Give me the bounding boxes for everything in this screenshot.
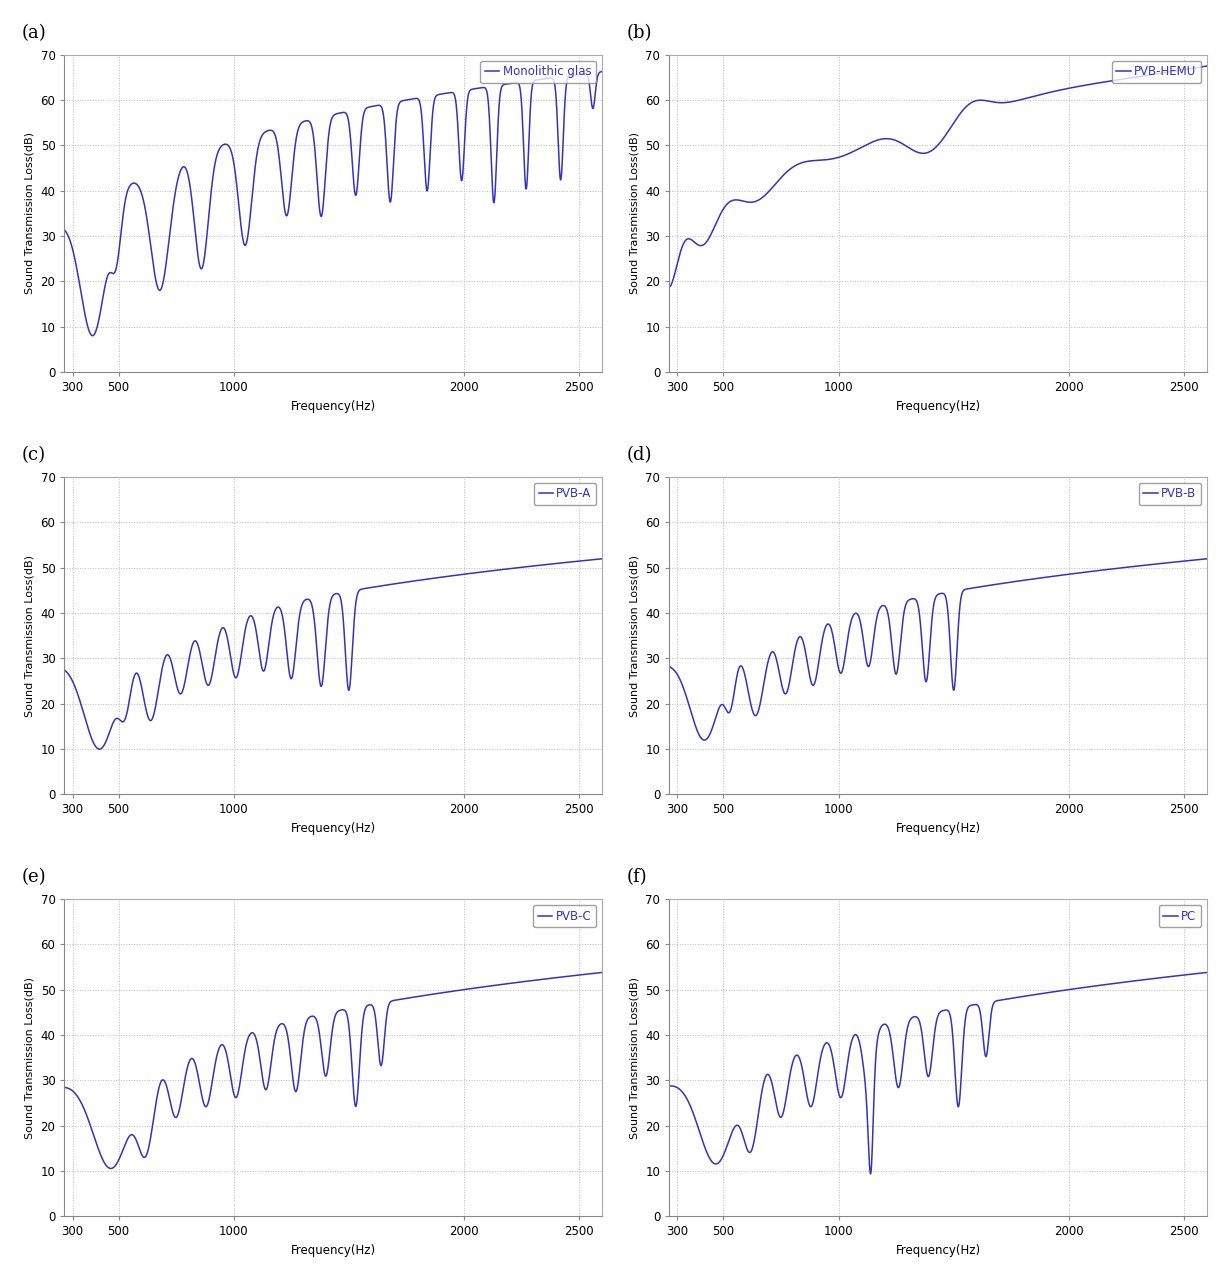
Legend: PVB-HEMU: PVB-HEMU bbox=[1111, 60, 1201, 83]
Text: (f): (f) bbox=[626, 868, 647, 886]
X-axis label: Frequency(Hz): Frequency(Hz) bbox=[896, 1244, 981, 1256]
Legend: PVB-C: PVB-C bbox=[533, 905, 596, 927]
Legend: Monolithic glas: Monolithic glas bbox=[480, 60, 596, 83]
Text: (d): (d) bbox=[626, 446, 652, 464]
X-axis label: Frequency(Hz): Frequency(Hz) bbox=[291, 400, 376, 413]
Legend: PVB-B: PVB-B bbox=[1138, 483, 1201, 505]
X-axis label: Frequency(Hz): Frequency(Hz) bbox=[291, 822, 376, 835]
Legend: PVB-A: PVB-A bbox=[533, 483, 596, 505]
X-axis label: Frequency(Hz): Frequency(Hz) bbox=[896, 400, 981, 413]
X-axis label: Frequency(Hz): Frequency(Hz) bbox=[896, 822, 981, 835]
Y-axis label: Sound Transmission Loss(dB): Sound Transmission Loss(dB) bbox=[25, 132, 34, 295]
Text: (a): (a) bbox=[21, 24, 46, 42]
Text: (c): (c) bbox=[21, 446, 46, 464]
Text: (b): (b) bbox=[626, 24, 652, 42]
Y-axis label: Sound Transmission Loss(dB): Sound Transmission Loss(dB) bbox=[25, 555, 34, 717]
Legend: PC: PC bbox=[1158, 905, 1201, 927]
Y-axis label: Sound Transmission Loss(dB): Sound Transmission Loss(dB) bbox=[25, 977, 34, 1138]
Text: (e): (e) bbox=[21, 868, 46, 886]
Y-axis label: Sound Transmission Loss(dB): Sound Transmission Loss(dB) bbox=[630, 555, 639, 717]
Y-axis label: Sound Transmission Loss(dB): Sound Transmission Loss(dB) bbox=[630, 977, 639, 1138]
Y-axis label: Sound Transmission Loss(dB): Sound Transmission Loss(dB) bbox=[630, 132, 639, 295]
X-axis label: Frequency(Hz): Frequency(Hz) bbox=[291, 1244, 376, 1256]
